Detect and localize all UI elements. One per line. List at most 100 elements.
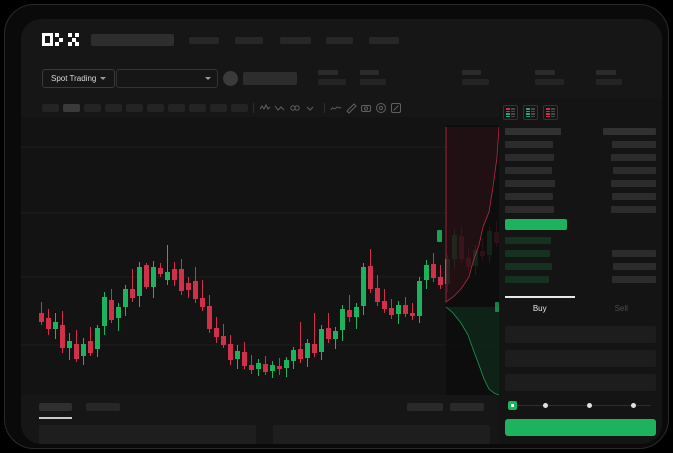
slider-marker-50[interactable] [587, 403, 592, 408]
stat-4-value [535, 79, 564, 85]
orderbook-col-header-amount [603, 128, 656, 135]
device-bezel: Spot Trading [4, 4, 669, 449]
bottom-block-left [39, 425, 256, 444]
order-price-field[interactable] [505, 326, 656, 343]
orderbook-ask-row[interactable] [505, 141, 553, 148]
nav-item-2[interactable] [235, 37, 263, 44]
fullscreen-icon[interactable] [390, 102, 402, 114]
bottom-tab-2[interactable] [86, 403, 120, 411]
last-price-placeholder [243, 72, 297, 85]
camera-icon[interactable] [360, 102, 372, 114]
orderbook-ask-row[interactable] [505, 167, 552, 174]
icon-col-left [526, 108, 530, 117]
slider-handle[interactable] [508, 401, 517, 410]
tab-sell[interactable]: Sell [614, 303, 628, 313]
orderbook-bid-amount [613, 263, 656, 270]
bottom-action-2[interactable] [450, 403, 484, 411]
chevron-down-icon[interactable] [304, 102, 316, 114]
header-brand-placeholder [91, 34, 174, 46]
nav-item-1[interactable] [189, 37, 219, 44]
stat-5 [596, 70, 622, 85]
chevron-down-icon [100, 77, 107, 80]
market-type-dropdown[interactable]: Spot Trading [42, 69, 116, 88]
slider-marker-75[interactable] [631, 403, 636, 408]
indicator-icon[interactable] [259, 102, 271, 114]
ruler-icon[interactable] [345, 102, 357, 114]
orderbook-ask-row[interactable] [505, 206, 554, 213]
chevron-down-icon [205, 77, 211, 80]
depth-overlay [437, 125, 499, 395]
stat-2 [360, 70, 386, 85]
logo-glyph-o [42, 33, 53, 46]
submit-buy-button[interactable] [505, 419, 656, 436]
orderbook-best-price[interactable] [505, 219, 567, 230]
order-total-field[interactable] [505, 374, 656, 391]
icon-col-right [511, 108, 515, 117]
line-chart-icon[interactable] [330, 102, 342, 114]
price-chart[interactable] [21, 117, 499, 395]
nav-item-5[interactable] [369, 37, 399, 44]
timeframe-btn-8[interactable] [189, 103, 206, 112]
orderbook-bid-row[interactable] [505, 263, 552, 270]
app-screen: Spot Trading [21, 19, 662, 444]
stat-3-value [462, 79, 489, 85]
alert-icon[interactable] [289, 102, 301, 114]
orderbook-ask-row[interactable] [505, 154, 554, 161]
timeframe-btn-7[interactable] [168, 103, 185, 112]
bottom-action-1[interactable] [407, 403, 443, 411]
toolbar-divider [324, 102, 325, 113]
timeframe-btn-6[interactable] [147, 103, 164, 112]
nav-item-3[interactable] [280, 37, 311, 44]
amount-percent-slider[interactable] [511, 405, 651, 406]
stat-5-value [596, 79, 622, 85]
icon-col-right [551, 108, 555, 117]
icon-col-left [506, 108, 510, 117]
timeframe-btn-5[interactable] [126, 103, 143, 112]
icon-col-right [531, 108, 535, 117]
order-book [499, 98, 662, 296]
stat-1 [318, 70, 346, 85]
orderbook-ask-amount [611, 154, 656, 161]
okx-logo[interactable] [42, 33, 82, 46]
orderbook-ask-row[interactable] [505, 193, 553, 200]
slider-marker-25[interactable] [543, 403, 548, 408]
candlestick-series [21, 146, 499, 378]
settings-icon[interactable] [375, 102, 387, 114]
stat-4-label [535, 70, 555, 75]
stat-1-value [318, 79, 346, 85]
tab-buy[interactable]: Buy [499, 296, 581, 320]
orderbook-view-toggle [503, 105, 558, 120]
stat-3 [462, 70, 489, 85]
market-subheader: Spot Trading [21, 58, 662, 98]
orderbook-asks-icon[interactable] [543, 105, 558, 120]
timeframe-btn-1[interactable] [42, 103, 59, 112]
timeframe-btn-9[interactable] [210, 103, 227, 112]
bottom-block-right [273, 425, 490, 444]
timeframe-btn-2[interactable] [63, 103, 80, 112]
orderbook-ask-row[interactable] [505, 180, 555, 187]
timeframe-btn-4[interactable] [105, 103, 122, 112]
orderbook-ask-amount [611, 180, 656, 187]
orderbook-bid-amount [612, 276, 656, 283]
nav-item-4[interactable] [326, 37, 353, 44]
stat-3-label [462, 70, 481, 75]
bottom-tab-1[interactable] [39, 403, 72, 411]
top-header [21, 19, 662, 58]
order-amount-field[interactable] [505, 350, 656, 367]
orderbook-bid-row[interactable] [505, 237, 551, 244]
orders-panel [21, 395, 499, 444]
orderbook-both-icon[interactable] [503, 105, 518, 120]
orderbook-bids-icon[interactable] [523, 105, 538, 120]
stat-4 [535, 70, 564, 85]
orderbook-ask-amount [612, 193, 656, 200]
trading-pair-select[interactable] [116, 69, 218, 88]
timeframe-btn-3[interactable] [84, 103, 101, 112]
orderbook-bid-row[interactable] [505, 276, 549, 283]
compare-icon[interactable] [274, 102, 286, 114]
orderbook-ask-amount [611, 206, 656, 213]
orderbook-bid-row[interactable] [505, 250, 550, 257]
toolbar-divider [253, 102, 254, 113]
timeframe-btn-10[interactable] [231, 103, 248, 112]
buy-sell-tabs: Buy Sell [499, 296, 662, 320]
